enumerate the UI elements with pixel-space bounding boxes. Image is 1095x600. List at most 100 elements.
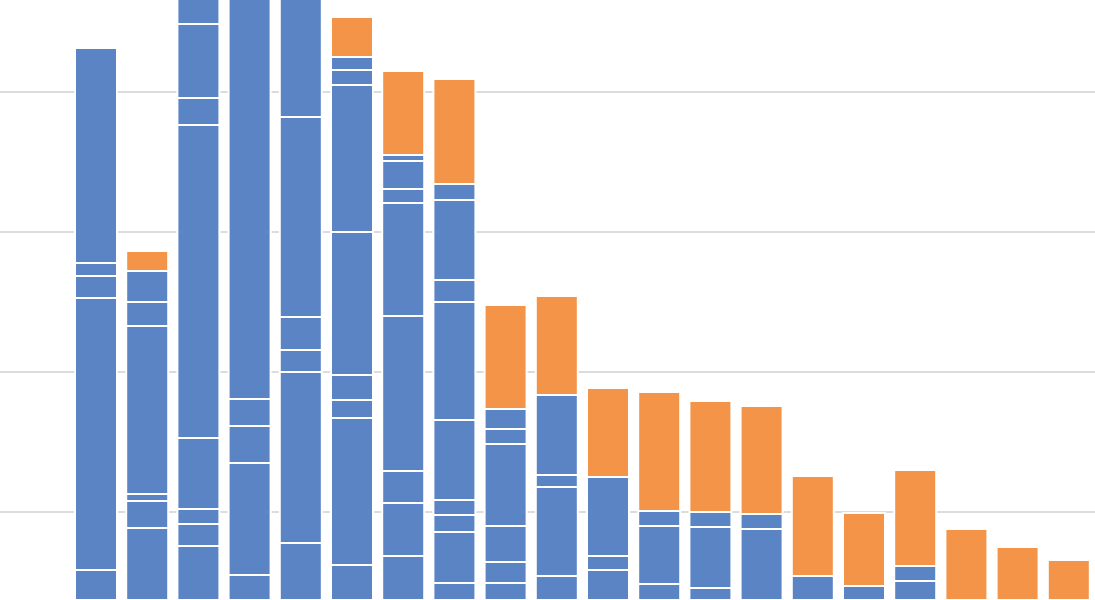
bar-segment-blue [637,510,682,527]
bar-segment-blue [330,399,374,419]
bar-segment-blue [176,124,221,439]
bar-segment-blue [637,525,682,585]
bar-segment-orange [739,405,784,515]
bar-12 [637,391,682,600]
bar-segment-blue [739,513,784,530]
bar-segment-blue [278,116,323,318]
bar-segment-blue [330,84,374,233]
bar-segment-blue [637,583,682,600]
bar-segment-blue [278,316,323,351]
bar-14 [739,405,784,600]
bar-segment-blue [278,0,323,118]
bar-segment-blue [330,56,374,71]
bar-segment-blue [125,493,170,502]
bar-20 [1046,559,1091,600]
bar-segment-orange [688,400,733,513]
bar-segment-orange [432,78,477,185]
bar-segment-blue [432,419,477,501]
bar-segment-blue [381,188,426,204]
bar-segment-blue [534,575,579,600]
bar-segment-orange [381,70,426,156]
bar-segment-blue [893,580,938,600]
bar-2 [125,250,170,600]
bar-segment-blue [842,585,886,600]
bar-19 [995,546,1040,600]
bar-segment-blue [893,565,938,582]
bar-4 [227,0,272,600]
bar-segment-blue [381,502,426,557]
bar-segment-blue [432,499,477,516]
bar-3 [176,0,221,600]
bar-segment-blue [125,301,170,327]
bar-segment-blue [534,394,579,476]
bar-segment-blue [483,561,528,584]
bar-15 [790,475,835,600]
bar-segment-orange [1046,559,1091,600]
bar-segment-orange [637,391,682,512]
bar-segment-blue [483,408,528,430]
bar-16 [842,512,886,600]
bar-segment-blue [432,301,477,421]
bar-segment-blue [586,476,630,557]
bar-18 [944,528,989,600]
bar-segment-blue [74,47,118,264]
bar-segment-blue [483,428,528,445]
bar-segment-blue [432,279,477,303]
bar-segment-orange [330,16,374,58]
bar-segment-blue [74,569,118,600]
bar-segment-blue [381,555,426,600]
bar-9 [483,304,528,600]
bar-segment-blue [227,462,272,576]
bar-segment-blue [278,542,323,600]
bar-11 [586,387,630,600]
bar-segment-blue [381,202,426,317]
bar-segment-blue [330,69,374,86]
bar-segment-blue [74,297,118,571]
bar-segment-blue [176,545,221,600]
bar-segment-orange [944,528,989,600]
bar-segment-blue [432,183,477,201]
bar-7 [381,70,426,600]
bar-10 [534,295,579,600]
bar-segment-blue [176,23,221,99]
bar-segment-blue [483,443,528,527]
bar-segment-blue [432,531,477,584]
bar-segment-blue [176,508,221,525]
bar-segment-blue [739,528,784,600]
bar-segment-blue [125,325,170,495]
bar-segment-blue [74,275,118,299]
bar-segment-blue [176,437,221,510]
bar-segment-orange [483,304,528,410]
bar-5 [278,0,323,600]
bar-segment-orange [125,250,170,272]
bar-segment-blue [227,425,272,464]
bar-segment-blue [330,231,374,376]
bar-segment-orange [893,469,938,567]
bar-segment-blue [330,417,374,566]
bar-13 [688,400,733,600]
bar-segment-orange [586,387,630,478]
bar-segment-blue [227,398,272,427]
bars [74,0,1091,600]
bar-segment-blue [381,160,426,190]
bar-segment-blue [330,564,374,600]
bar-17 [893,469,938,600]
bar-segment-blue [432,582,477,600]
bar-segment-blue [586,555,630,571]
bar-8 [432,78,477,600]
bar-segment-blue [483,582,528,600]
bar-segment-blue [586,569,630,600]
bar-segment-orange [842,512,886,587]
bar-segment-orange [534,295,579,396]
bar-segment-blue [125,270,170,303]
bar-segment-blue [278,349,323,373]
bar-segment-blue [125,527,170,600]
bar-segment-blue [534,474,579,488]
bar-segment-orange [995,546,1040,600]
bar-segment-blue [125,500,170,529]
bar-segment-blue [432,514,477,533]
bar-segment-blue [278,371,323,544]
bar-segment-blue [176,523,221,547]
bar-segment-blue [381,315,426,472]
